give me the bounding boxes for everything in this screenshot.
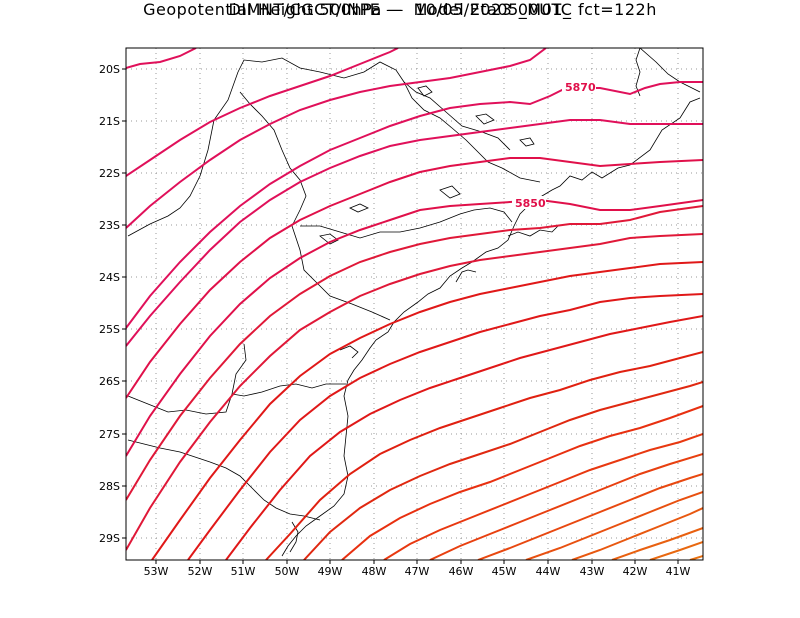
contour-line: [611, 527, 703, 560]
contour-line: [265, 351, 703, 560]
lake-5: [519, 137, 535, 147]
lat-label: 23S: [99, 219, 120, 232]
lon-label: 53W: [144, 565, 169, 578]
lon-label: 41W: [666, 565, 691, 578]
contour-lines: [126, 48, 703, 560]
border-river: [239, 91, 307, 227]
contour-line: [571, 507, 703, 560]
lat-label: 26S: [99, 375, 120, 388]
contour-line: [649, 541, 703, 560]
border-ms-sp: [127, 71, 239, 237]
contour-line: [126, 233, 703, 551]
coastline-borders: [127, 48, 701, 557]
lat-label: 21S: [99, 115, 120, 128]
border-argentina: [127, 343, 247, 415]
lon-label: 43W: [580, 565, 605, 578]
lon-label: 47W: [405, 565, 430, 578]
border-north: [635, 48, 641, 97]
lake-1: [349, 203, 369, 213]
border-ms-mg: [237, 57, 541, 183]
contour-label-5870: 5870: [565, 81, 596, 94]
lon-label: 48W: [362, 565, 387, 578]
contour-line: [151, 261, 703, 560]
contour-line: [429, 453, 703, 560]
border-paraguay: [127, 439, 211, 463]
lon-axis: 53W 52W 51W 50W 49W 48W 47W 46W 45W 44W …: [144, 565, 691, 578]
border-east-top: [639, 48, 701, 93]
border-sp-mg: [300, 207, 513, 239]
bay-guanabara: [507, 225, 559, 237]
lat-label: 29S: [99, 532, 120, 545]
contour-line: [525, 491, 703, 560]
coastline: [281, 97, 701, 557]
contour-line: [126, 205, 703, 501]
contour-label-5850: 5850: [515, 197, 546, 210]
contour-line: [126, 48, 399, 177]
bay-sepetiba: [455, 269, 477, 283]
title-line-1: DIMNT/CGCT/INPE — Model Eta05_M01_: [228, 0, 572, 19]
lake-4: [475, 113, 495, 125]
contour-line: [126, 119, 703, 347]
contour-line: [341, 405, 703, 560]
lon-label: 42W: [623, 565, 648, 578]
border-mg-es: [403, 81, 511, 151]
lon-label: 44W: [536, 565, 561, 578]
contour-labels: 5870 5850: [512, 80, 596, 210]
border-pr-sc: [231, 383, 346, 397]
contour-line: [126, 48, 547, 229]
axis-ticks: [122, 68, 679, 564]
contour-line: [303, 381, 703, 560]
lake-3: [417, 85, 433, 97]
lake-6: [439, 185, 461, 199]
lon-label: 51W: [231, 565, 256, 578]
title-line-2: Geopotential Height 500hPa — 10/05/2023 …: [143, 0, 657, 19]
border-sc-rs: [209, 461, 321, 521]
contour-line: [126, 48, 197, 69]
lon-label: 45W: [492, 565, 517, 578]
contour-line: [477, 473, 703, 560]
bay-paranagua: [339, 345, 359, 359]
contour-line: [126, 198, 703, 457]
lat-label: 25S: [99, 323, 120, 336]
contour-line: [126, 157, 703, 399]
lon-label: 50W: [275, 565, 300, 578]
lat-label: 28S: [99, 480, 120, 493]
lat-label: 22S: [99, 167, 120, 180]
contour-line: [225, 315, 703, 560]
contour-line: [126, 81, 703, 329]
contour-line: [187, 293, 703, 560]
lon-label: 52W: [188, 565, 213, 578]
lon-label: 46W: [449, 565, 474, 578]
lat-axis: 20S 21S 22S 23S 24S 25S 26S 27S 28S 29S: [99, 63, 120, 545]
lake-2: [319, 233, 339, 245]
contour-line: [689, 555, 703, 560]
plot-frame: [125, 47, 704, 561]
border-pr-sp: [291, 225, 391, 321]
lat-label: 20S: [99, 63, 120, 76]
contour-line: [383, 433, 703, 560]
lat-label: 27S: [99, 428, 120, 441]
lat-label: 24S: [99, 271, 120, 284]
lon-label: 49W: [318, 565, 343, 578]
